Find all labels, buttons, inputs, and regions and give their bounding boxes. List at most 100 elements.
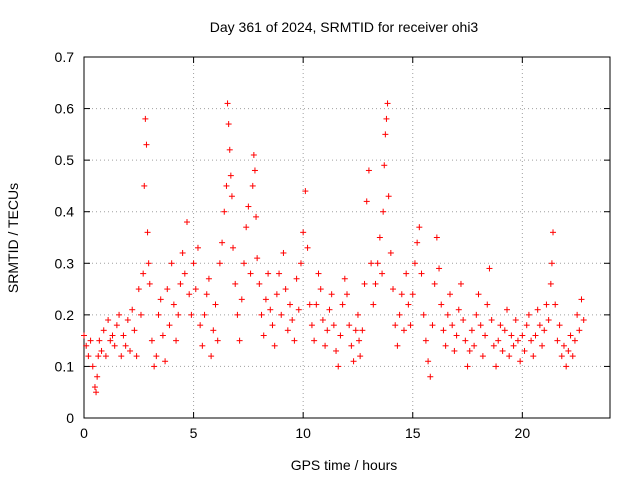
data-point bbox=[192, 286, 199, 293]
y-tick-label: 0.3 bbox=[55, 255, 75, 271]
data-point bbox=[141, 182, 148, 189]
data-point bbox=[297, 260, 304, 267]
data-point bbox=[416, 224, 423, 231]
data-point bbox=[91, 384, 98, 391]
data-point bbox=[380, 208, 387, 215]
data-point bbox=[335, 363, 342, 370]
data-point bbox=[223, 182, 230, 189]
data-point bbox=[256, 280, 263, 287]
data-point bbox=[186, 291, 193, 298]
data-point bbox=[525, 311, 532, 318]
data-point bbox=[534, 306, 541, 313]
plot-frame bbox=[83, 56, 611, 419]
data-point bbox=[560, 342, 567, 349]
y-axis-label: SRMTID / TECUs bbox=[5, 183, 21, 293]
data-point bbox=[216, 260, 223, 267]
data-point bbox=[111, 342, 118, 349]
data-point bbox=[240, 260, 247, 267]
data-point bbox=[576, 327, 583, 334]
y-tick-label: 0 bbox=[66, 410, 74, 426]
data-point bbox=[118, 353, 125, 360]
y-tick-label: 0.5 bbox=[55, 152, 75, 168]
data-point bbox=[409, 291, 416, 298]
data-point bbox=[89, 363, 96, 370]
y-tick-label: 0.6 bbox=[55, 101, 75, 117]
data-point bbox=[563, 363, 570, 370]
ticks-layer: 0 0.1 0.2 0.3 0.4 0.5 0.6 0.7 0 5 10 15 20 bbox=[55, 49, 610, 441]
data-point bbox=[322, 342, 329, 349]
data-point bbox=[536, 322, 543, 329]
data-point bbox=[278, 311, 285, 318]
grid-layer bbox=[84, 57, 610, 418]
data-point bbox=[291, 337, 298, 344]
data-point bbox=[269, 322, 276, 329]
data-point bbox=[93, 389, 100, 396]
data-point bbox=[390, 286, 397, 293]
data-point bbox=[341, 275, 348, 282]
data-point bbox=[170, 301, 177, 308]
data-point bbox=[449, 322, 456, 329]
data-point bbox=[565, 347, 572, 354]
data-point bbox=[148, 337, 155, 344]
data-point bbox=[155, 311, 162, 318]
data-point bbox=[407, 322, 414, 329]
data-point bbox=[173, 337, 180, 344]
chart-title: Day 361 of 2024, SRMTID for receiver ohi… bbox=[210, 19, 479, 35]
data-point bbox=[384, 100, 391, 107]
data-point bbox=[330, 322, 337, 329]
data-point bbox=[253, 213, 260, 220]
data-point bbox=[102, 353, 109, 360]
x-tick-label: 0 bbox=[80, 425, 88, 441]
data-point bbox=[308, 322, 315, 329]
data-point bbox=[495, 337, 502, 344]
data-point bbox=[289, 317, 296, 324]
data-point bbox=[95, 353, 102, 360]
data-point bbox=[184, 219, 191, 226]
data-point bbox=[350, 358, 357, 365]
data-point bbox=[311, 337, 318, 344]
data-point bbox=[468, 327, 475, 334]
data-point bbox=[427, 373, 434, 380]
data-point bbox=[541, 327, 548, 334]
data-point bbox=[444, 311, 451, 318]
data-point bbox=[528, 337, 535, 344]
data-point bbox=[190, 260, 197, 267]
data-point bbox=[243, 224, 250, 231]
data-point bbox=[194, 244, 201, 251]
data-point bbox=[124, 317, 131, 324]
data-point bbox=[153, 353, 160, 360]
data-point bbox=[361, 280, 368, 287]
data-point bbox=[105, 317, 112, 324]
data-point bbox=[499, 347, 506, 354]
data-point bbox=[453, 332, 460, 339]
data-point bbox=[197, 322, 204, 329]
x-axis-label: GPS time / hours bbox=[291, 457, 398, 473]
data-point bbox=[382, 131, 389, 138]
data-point bbox=[422, 337, 429, 344]
data-point bbox=[383, 115, 390, 122]
data-point bbox=[455, 306, 462, 313]
data-point bbox=[87, 337, 94, 344]
data-point bbox=[201, 311, 208, 318]
data-point bbox=[381, 162, 388, 169]
data-point bbox=[357, 353, 364, 360]
data-point bbox=[300, 229, 307, 236]
data-point bbox=[232, 280, 239, 287]
data-point bbox=[352, 327, 359, 334]
data-point bbox=[398, 291, 405, 298]
data-point bbox=[530, 353, 537, 360]
data-point bbox=[306, 301, 313, 308]
data-point bbox=[532, 332, 539, 339]
data-point bbox=[258, 311, 265, 318]
data-point bbox=[558, 353, 565, 360]
data-point bbox=[133, 353, 140, 360]
data-point bbox=[96, 337, 103, 344]
data-point bbox=[81, 332, 87, 339]
data-point bbox=[175, 311, 182, 318]
data-point bbox=[280, 249, 287, 256]
data-point bbox=[247, 270, 254, 277]
data-point bbox=[543, 301, 550, 308]
data-point bbox=[442, 342, 449, 349]
data-point bbox=[260, 332, 267, 339]
